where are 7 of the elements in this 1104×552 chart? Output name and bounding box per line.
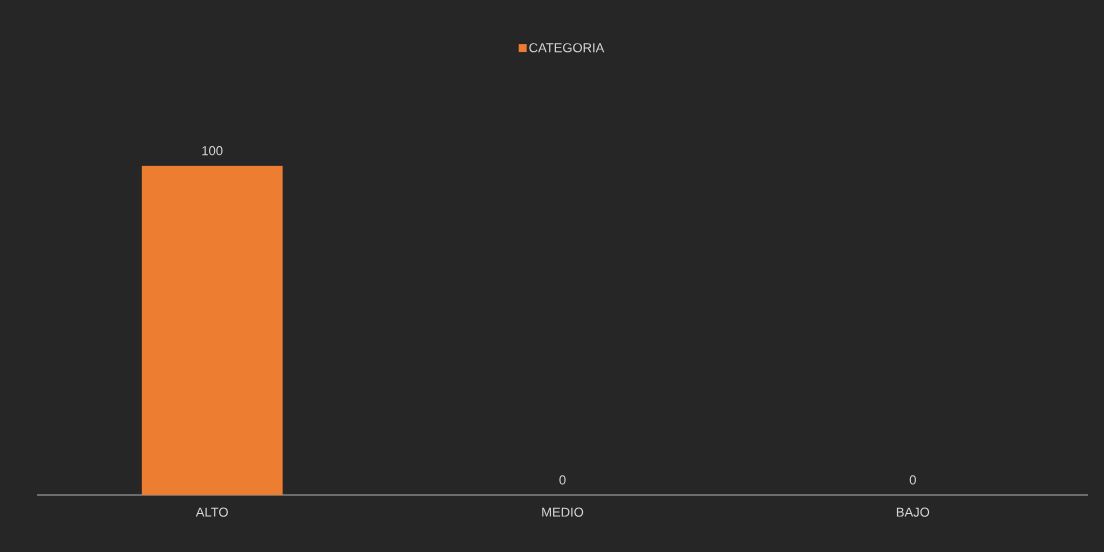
x-tick-label: ALTO (195, 507, 228, 517)
data-label: 0 (909, 475, 916, 485)
data-label: 100 (202, 146, 223, 156)
x-tick-label: BAJO (896, 507, 930, 517)
data-label: 0 (559, 475, 566, 485)
x-tick-label: MEDIO (542, 507, 584, 517)
legend-label: CATEGORIA (529, 43, 605, 53)
